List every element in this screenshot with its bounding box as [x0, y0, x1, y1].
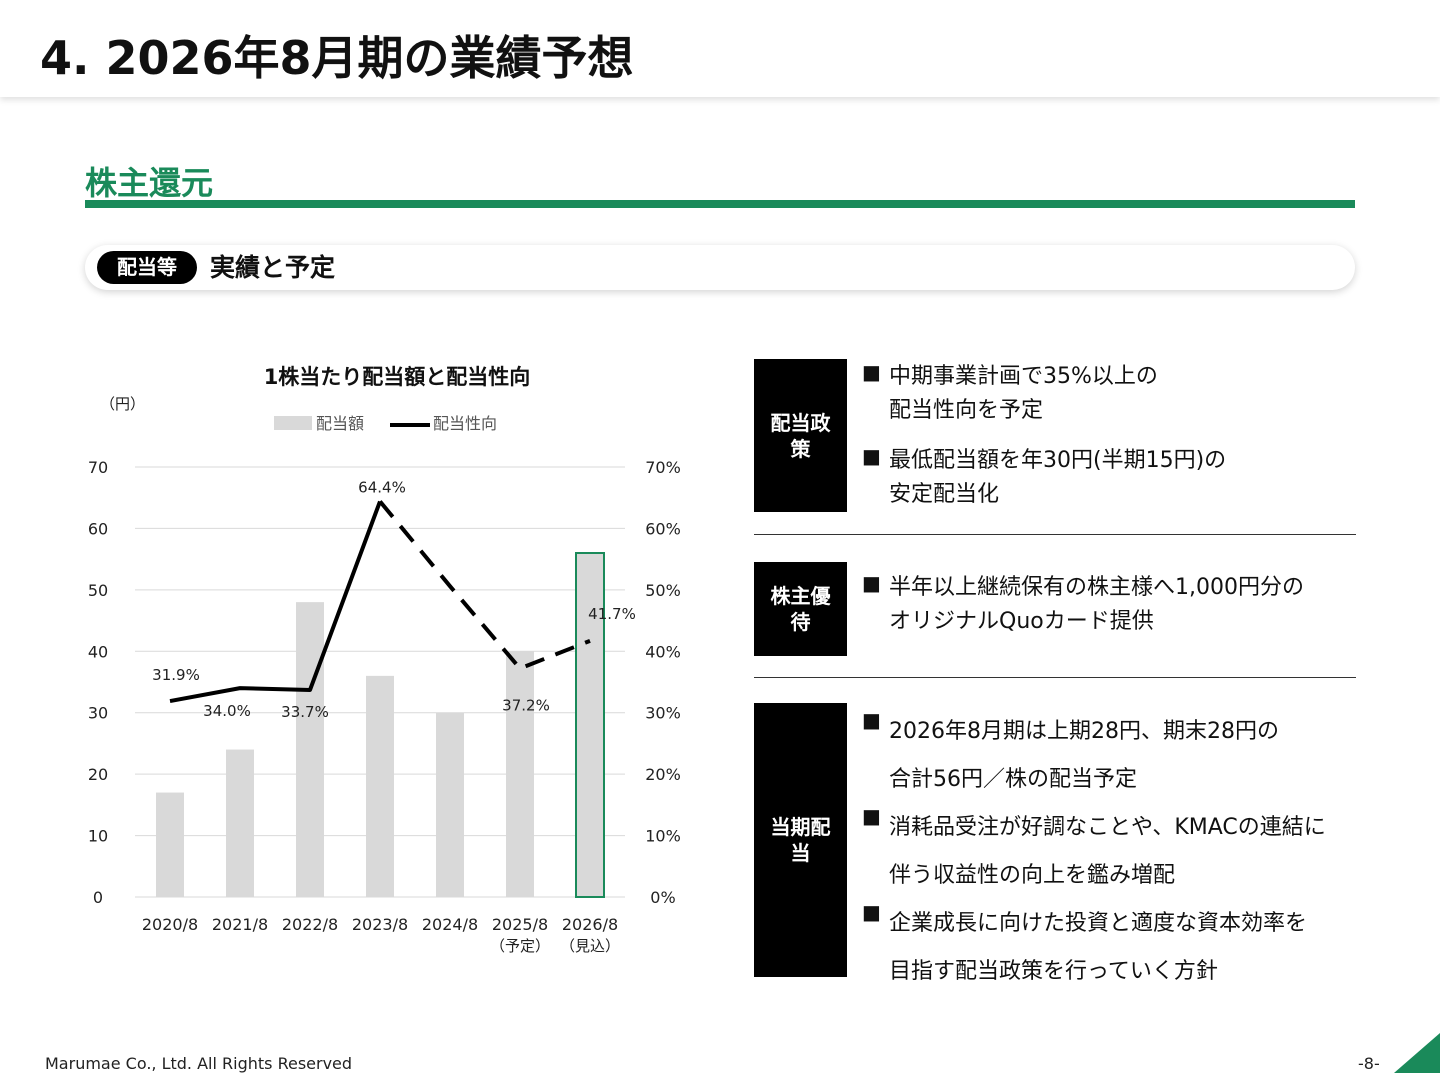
bar-dividend	[156, 792, 184, 897]
dividend-chart: 1株当たり配当額と配当性向 （円） 配当額 配当性向 70 70% 60 60% 50 50% 40…	[88, 365, 681, 955]
y-left-tick: 70	[88, 458, 108, 477]
bullet-square-icon: ■	[862, 571, 881, 595]
y-left-tick: 30	[88, 704, 108, 723]
subheading-text: 実績と予定	[210, 253, 336, 282]
legend-line-label: 配当性向	[433, 414, 497, 433]
y-right-tick: 50%	[645, 581, 681, 600]
y-right-tick: 40%	[645, 642, 681, 661]
y-right-tick: 0%	[650, 888, 675, 907]
current-bullet-2: ■ 消耗品受注が好調なことや、KMACの連結に 伴う収益性の向上を鑑み増配	[862, 804, 1382, 900]
y-right-tick: 30%	[645, 704, 681, 723]
y-right-tick: 20%	[645, 765, 681, 784]
y-right-tick: 60%	[645, 519, 681, 538]
y-right-tick: 70%	[645, 458, 681, 477]
current-bullets: ■ 2026年8月期は上期28円、期末28円の 合計56円／株の配当予定 ■ 消耗…	[862, 708, 1382, 996]
payout-data-label: 31.9%	[152, 666, 200, 684]
bar-dividend	[436, 712, 464, 897]
header-band	[0, 0, 1440, 97]
bullet-square-icon: ■	[862, 444, 881, 468]
line-payout-solid	[169, 500, 382, 704]
y-left-tick: 20	[88, 765, 108, 784]
current-label: 当期配当	[754, 703, 847, 977]
divider-line	[754, 534, 1356, 535]
payout-data-label: 33.7%	[281, 703, 329, 721]
x-tick-sublabel: （見込）	[560, 937, 620, 955]
x-tick-label: 2020/8	[142, 915, 198, 934]
payout-data-label: 64.4%	[358, 478, 406, 496]
bullet-square-icon: ■	[862, 708, 881, 732]
x-tick-label: 2025/8	[492, 915, 548, 934]
section-divider	[85, 200, 1355, 208]
current-bullet-1: ■ 2026年8月期は上期28円、期末28円の 合計56円／株の配当予定	[862, 708, 1382, 804]
policy-bullet-1: ■ 中期事業計画で35%以上の 配当性向を予定	[862, 360, 1382, 444]
x-tick-label: 2022/8	[282, 915, 338, 934]
policy-label: 配当政策	[754, 359, 847, 512]
y-right-tick: 10%	[645, 827, 681, 846]
x-tick-sublabel: （予定）	[490, 937, 550, 955]
corner-triangle-icon	[1394, 1033, 1440, 1073]
y-left-tick: 60	[88, 519, 108, 538]
x-tick-label: 2026/8	[562, 915, 618, 934]
footer-copyright: Marumae Co., Ltd. All Rights Reserved	[45, 1054, 353, 1073]
bar-dividend	[226, 749, 254, 897]
bullet-square-icon: ■	[862, 804, 881, 828]
x-tick-label: 2024/8	[422, 915, 478, 934]
y-left-tick: 40	[88, 642, 108, 661]
bullet-square-icon: ■	[862, 900, 881, 924]
subheading-badge: 配当等	[97, 251, 197, 284]
y-left-tick: 0	[93, 888, 103, 907]
payout-data-label: 34.0%	[203, 702, 251, 720]
legend-bar-swatch	[274, 416, 312, 430]
payout-data-label: 41.7%	[588, 605, 636, 623]
x-tick-label: 2021/8	[212, 915, 268, 934]
page-title: 4. 2026年8月期の業績予想	[40, 31, 634, 85]
bar-dividend	[366, 675, 394, 897]
page-number: -8-	[1358, 1054, 1380, 1073]
legend-bar-label: 配当額	[316, 414, 364, 433]
benefit-bullets: ■ 半年以上継続保有の株主様へ1,000円分の オリジナルQuoカード提供	[862, 571, 1382, 639]
x-tick-label: 2023/8	[352, 915, 408, 934]
y-left-tick: 50	[88, 581, 108, 600]
subheading-bar: 配当等 実績と予定	[85, 245, 1355, 290]
line-payout-dashed	[378, 500, 591, 671]
policy-bullets: ■ 中期事業計画で35%以上の 配当性向を予定 ■ 最低配当額を年30円(半期15…	[862, 360, 1382, 512]
benefit-bullet-1: ■ 半年以上継続保有の株主様へ1,000円分の オリジナルQuoカード提供	[862, 571, 1382, 639]
section-title: 株主還元	[85, 164, 214, 202]
y-axis-unit: （円）	[100, 395, 145, 413]
benefit-label: 株主優待	[754, 562, 847, 656]
payout-data-label: 37.2%	[502, 696, 550, 714]
policy-bullet-2: ■ 最低配当額を年30円(半期15円)の 安定配当化	[862, 444, 1382, 512]
bar-dividend	[506, 651, 534, 897]
bar-dividend	[296, 602, 324, 897]
bar-dividend	[575, 552, 605, 898]
divider-line	[754, 677, 1356, 678]
current-bullet-3: ■ 企業成長に向けた投資と適度な資本効率を 目指す配当政策を行っていく方針	[862, 900, 1382, 996]
chart-title: 1株当たり配当額と配当性向	[264, 365, 531, 389]
y-left-tick: 10	[88, 827, 108, 846]
bullet-square-icon: ■	[862, 360, 881, 384]
